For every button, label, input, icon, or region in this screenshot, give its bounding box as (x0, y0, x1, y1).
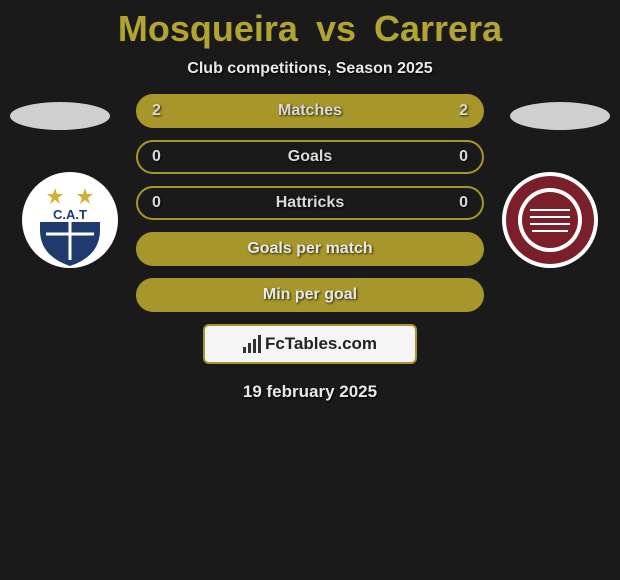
stat-right-value: 2 (459, 102, 468, 120)
player2-photo-placeholder (510, 102, 610, 130)
bar-chart-icon (243, 335, 261, 353)
stat-left-value: 0 (152, 148, 161, 166)
fctables-logo: FcTables.com (203, 324, 417, 364)
svg-text:C.A.T: C.A.T (53, 207, 87, 222)
left-club-badge: C.A.T (20, 170, 120, 270)
page-title: Mosqueira vs Carrera (0, 0, 620, 54)
stat-row-min-per-goal: Min per goal (136, 278, 484, 312)
stat-label: Goals per match (138, 240, 482, 258)
shield-icon (500, 170, 600, 270)
shield-icon: C.A.T (20, 170, 120, 270)
right-club-badge (500, 170, 600, 270)
stat-row-hattricks: 0Hattricks0 (136, 186, 484, 220)
stat-row-matches: 2Matches2 (136, 94, 484, 128)
date-text: 19 february 2025 (0, 382, 620, 402)
stat-left-value: 2 (152, 102, 161, 120)
player1-name: Mosqueira (118, 8, 298, 49)
vs-text: vs (316, 8, 356, 49)
stat-row-goals-per-match: Goals per match (136, 232, 484, 266)
stat-label: Min per goal (138, 286, 482, 304)
subtitle: Club competitions, Season 2025 (0, 60, 620, 78)
logo-text: FcTables.com (265, 334, 377, 354)
stat-label: Matches (138, 102, 482, 120)
stat-right-value: 0 (459, 148, 468, 166)
stat-row-goals: 0Goals0 (136, 140, 484, 174)
stat-label: Hattricks (138, 194, 482, 212)
stat-label: Goals (138, 148, 482, 166)
player2-name: Carrera (374, 8, 502, 49)
stat-right-value: 0 (459, 194, 468, 212)
stat-left-value: 0 (152, 194, 161, 212)
player1-photo-placeholder (10, 102, 110, 130)
